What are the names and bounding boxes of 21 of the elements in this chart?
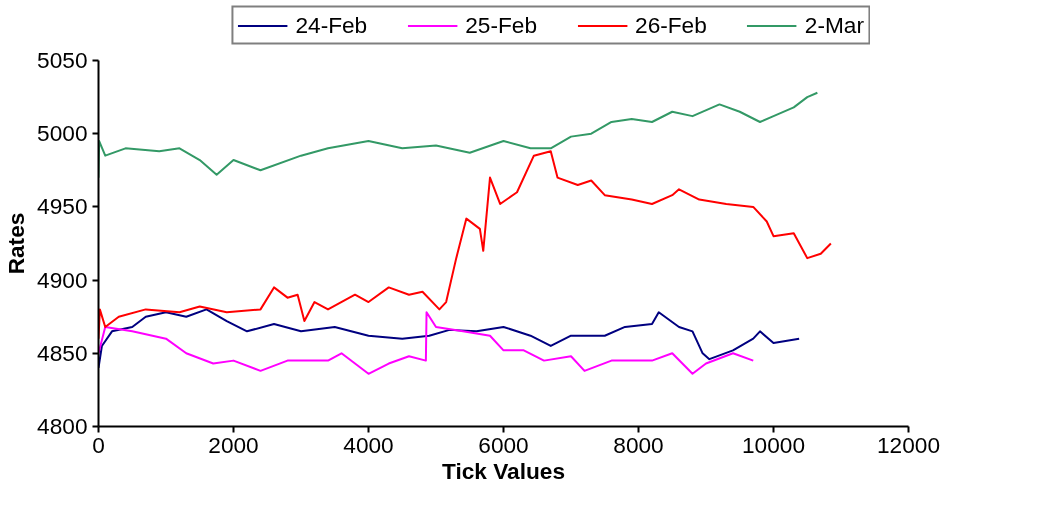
x-tick-label: 4000 xyxy=(343,431,394,458)
y-tick-label: 5050 xyxy=(37,47,88,73)
x-tick-label: 8000 xyxy=(613,431,664,458)
y-axis-title: Rates xyxy=(3,212,30,275)
x-tick-label: 6000 xyxy=(478,431,529,458)
y-tick-label: 4950 xyxy=(37,193,88,220)
legend-label: 25-Feb xyxy=(465,11,538,39)
x-tick-label: 12000 xyxy=(877,431,941,458)
x-axis-title: Tick Values xyxy=(441,457,566,484)
y-tick-label: 5000 xyxy=(37,120,88,147)
x-tick-label: 2000 xyxy=(208,431,259,458)
x-tick-label: 0 xyxy=(92,431,105,458)
y-tick-label: 4800 xyxy=(37,413,88,439)
legend-label: 2-Mar xyxy=(804,11,864,39)
y-tick-label: 4900 xyxy=(37,266,88,293)
legend-label: 26-Feb xyxy=(635,11,707,39)
legend-label: 24-Feb xyxy=(295,11,368,39)
y-tick-label: 4850 xyxy=(37,339,88,366)
line-series xyxy=(98,91,819,179)
line-series xyxy=(98,311,755,375)
x-tick-label: 10000 xyxy=(742,431,806,458)
